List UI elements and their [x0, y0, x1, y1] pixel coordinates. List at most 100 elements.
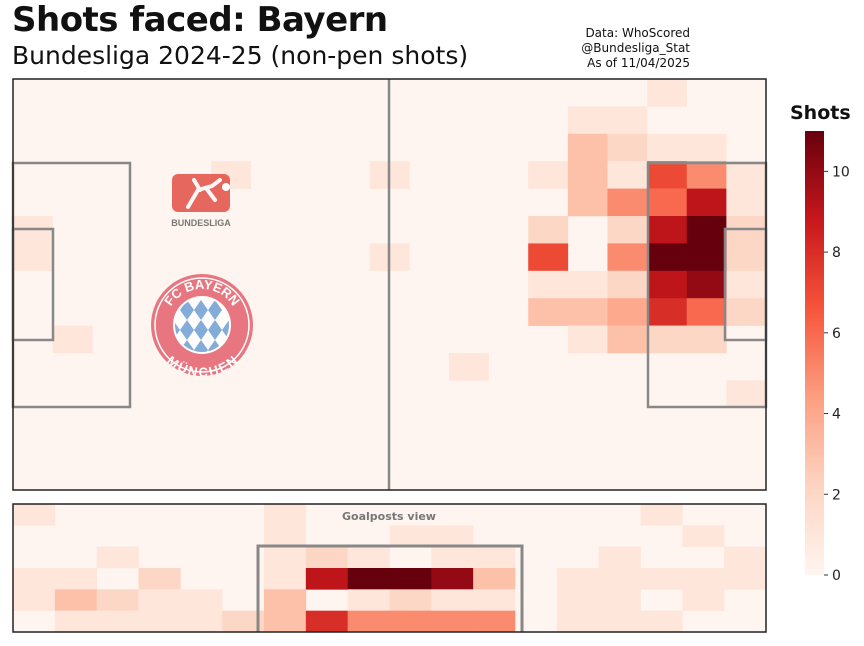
pitch-heat-cell	[686, 270, 727, 299]
pitch-heat-cell	[567, 106, 608, 135]
pitch-heat-cell	[567, 188, 608, 217]
goal-heat-cell	[556, 568, 599, 590]
goal-heat-cell	[264, 546, 307, 569]
pitch-heat-cell	[686, 325, 727, 354]
pitch-heat-cell	[726, 298, 767, 326]
pitch-heat-cell	[726, 243, 767, 272]
pitch-heat-cell	[607, 161, 648, 189]
pitch-heat-cell	[607, 106, 648, 135]
goal-heat-cell	[431, 589, 474, 611]
pitch-heat-cell	[607, 298, 648, 326]
goal-view-cells	[13, 504, 767, 633]
goal-heat-cell	[724, 568, 767, 590]
goal-heat-cell	[473, 568, 516, 590]
goal-heat-cell	[305, 546, 348, 569]
colorbar-tick-label: 10	[832, 164, 850, 180]
pitch-heat-cell	[647, 243, 688, 272]
pitch-heat-cell	[647, 161, 688, 189]
goal-heat-cell	[640, 504, 683, 526]
goal-heat-cell	[682, 589, 725, 611]
pitch-heat-cell	[528, 216, 569, 244]
goal-heat-cell	[389, 610, 432, 633]
goal-heat-cell	[473, 589, 516, 611]
goal-heat-cell	[556, 610, 599, 633]
pitch-heat-cell	[567, 270, 608, 299]
goal-heat-cell	[305, 568, 348, 590]
goal-heat-cell	[96, 546, 139, 569]
pitch-heat-cell	[647, 270, 688, 299]
pitch-border	[12, 78, 767, 491]
pitch-heat-cell	[567, 133, 608, 162]
colorbar-tick-label: 4	[832, 407, 841, 423]
goal-heat-cell	[389, 568, 432, 590]
goal-heat-cell	[138, 568, 181, 590]
goal-heat-cell	[598, 568, 641, 590]
goal-heat-cell	[724, 546, 767, 569]
goal-heat-cell	[682, 525, 725, 547]
pitch-heat-cell	[686, 133, 727, 162]
pitch-heat-cell	[686, 216, 727, 244]
pitch-heat-cell	[607, 325, 648, 354]
credit-source: Data: WhoScored	[585, 26, 690, 40]
goal-heat-cell	[347, 568, 390, 590]
goal-heat-cell	[598, 589, 641, 611]
pitch-heat-cell	[567, 325, 608, 354]
goal-heat-cell	[96, 610, 139, 633]
credits: Data: WhoScored @Bundesliga_Stat As of 1…	[581, 26, 690, 71]
club-logo-diamonds	[175, 298, 229, 352]
goal-heat-cell	[431, 546, 474, 569]
goal-heat-cell	[180, 589, 223, 611]
goal-heat-cell	[264, 525, 307, 547]
credit-handle: @Bundesliga_Stat	[581, 41, 690, 55]
goal-heat-cell	[54, 589, 97, 611]
chart-subtitle: Bundesliga 2024-25 (non-pen shots)	[12, 41, 469, 70]
goal-heat-cell	[431, 610, 474, 633]
goal-heat-cell	[347, 589, 390, 611]
goal-heat-cell	[347, 546, 390, 569]
goal-heat-cell	[264, 504, 307, 526]
pitch-heat-cell	[607, 188, 648, 217]
league-logo-text: BUNDESLIGA	[171, 218, 231, 228]
pitch-heat-cell	[647, 79, 688, 107]
bundesliga-logo: BUNDESLIGA	[171, 174, 231, 228]
pitch-heat-cell	[567, 161, 608, 189]
colorbar: 0 2 4 6 8 10	[805, 131, 850, 584]
goalposts	[256, 544, 524, 632]
goal-heat-cell	[431, 525, 474, 547]
goal-heat-cell	[222, 610, 265, 633]
league-logo-ball	[222, 183, 230, 191]
pitch-heat-cell	[528, 243, 569, 272]
league-logo-figure	[186, 178, 222, 209]
goal-heat-cell	[138, 610, 181, 633]
pitch-heat-cell	[528, 161, 569, 189]
goal-heat-cell	[13, 504, 56, 526]
goal-view-label: Goalposts view	[342, 510, 436, 523]
pitch-heat-cell	[647, 133, 688, 162]
colorbar-tick-label: 2	[832, 487, 841, 503]
goal-heat-cell	[305, 610, 348, 633]
goal-heat-cell	[96, 589, 139, 611]
goal-heat-cell	[473, 610, 516, 633]
pitch-heat-cell	[13, 243, 53, 272]
goal-heat-cell	[640, 610, 683, 633]
pitch-heat-cell	[448, 353, 489, 381]
pitch-heat-cell	[607, 133, 648, 162]
goal-view-border	[12, 503, 767, 633]
pitch-heat-cell	[726, 380, 767, 409]
pitch-heat-cell	[726, 188, 767, 217]
chart-title: Shots faced: Bayern	[12, 0, 388, 40]
pitch-heat-cell	[686, 161, 727, 189]
goal-heat-cell	[264, 610, 307, 633]
pitch-heat-cell	[528, 298, 569, 326]
goal-heat-cell	[640, 568, 683, 590]
goal-heat-cell	[682, 568, 725, 590]
colorbar-tick-label: 0	[832, 568, 841, 584]
pitch-heat-cell	[686, 243, 727, 272]
goal-heat-cell	[389, 525, 432, 547]
goal-heat-cell	[54, 568, 97, 590]
pitch-heat-cell	[647, 325, 688, 354]
goal-heat-cell	[13, 589, 56, 611]
colorbar-tick-label: 8	[832, 245, 841, 261]
pitch-heat-cell	[607, 243, 648, 272]
